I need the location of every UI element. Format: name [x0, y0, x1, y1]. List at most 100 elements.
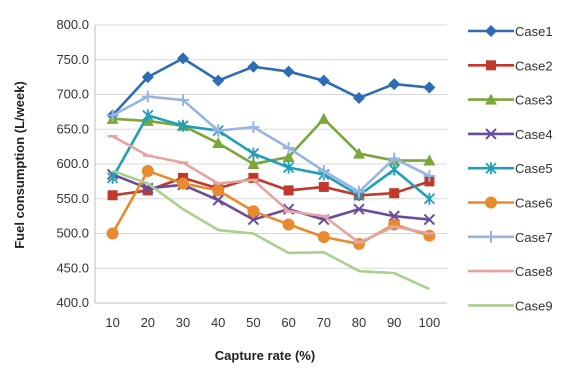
series-layer	[106, 52, 436, 291]
point-case1-90	[388, 78, 401, 91]
y-tick-label-5: 650.0	[56, 121, 89, 136]
point-case7-30	[177, 94, 189, 107]
legend-item-case9: Case9	[468, 298, 553, 313]
legend-marker-case6	[485, 196, 497, 209]
series-line-case9	[112, 169, 430, 291]
y-tick-label-8: 800.0	[56, 17, 89, 32]
y-tick-label-3: 550.0	[56, 191, 89, 206]
x-tick-label-4: 50	[246, 315, 260, 330]
y-tick-labels: 400.0 450.0 500.0 550.0 600.0 650.0 700.0 750.0…	[56, 17, 89, 310]
grid-layer	[95, 24, 447, 304]
series-line-case2	[112, 176, 430, 197]
series-line-case5	[111, 114, 431, 200]
point-case6-60	[282, 218, 295, 231]
legend-item-case3: Case3	[468, 93, 553, 108]
point-case4-80	[353, 203, 365, 215]
legend-marker-case7	[485, 230, 497, 243]
legend-marker-case4	[485, 128, 497, 140]
point-case1-80	[353, 91, 365, 104]
point-case1-100	[423, 81, 436, 94]
legend-item-case1: Case1	[468, 24, 553, 39]
x-axis-title: Capture rate (%)	[215, 348, 315, 363]
point-case7-10	[106, 109, 119, 122]
point-case5-10	[106, 171, 119, 184]
point-case6-30	[177, 177, 189, 190]
legend-marker-case1	[485, 25, 497, 37]
legend-label-case8: Case8	[515, 264, 553, 279]
point-case1-50	[247, 60, 260, 73]
point-case7-60	[282, 142, 295, 155]
point-case7-20	[141, 90, 154, 103]
point-case5-20	[142, 109, 154, 122]
x-tick-labels: 10 20 30 40 50 60 70 80 90 100	[105, 315, 440, 330]
point-case1-70	[317, 74, 330, 87]
point-case5-60	[282, 161, 295, 174]
legend-label-case9: Case9	[515, 298, 553, 313]
point-case3-100	[423, 154, 436, 166]
point-case1-30	[177, 52, 189, 65]
point-case7-70	[317, 164, 330, 177]
y-tick-label-0: 400.0	[56, 295, 89, 310]
series-line-case1	[111, 57, 430, 117]
legend-item-case2: Case2	[468, 58, 553, 73]
legend-marker-case5	[485, 162, 497, 175]
point-case5-50	[247, 147, 260, 160]
point-case5-90	[388, 163, 400, 176]
series-case7	[106, 90, 436, 198]
x-tick-label-1: 20	[141, 315, 155, 330]
y-axis-title: Fuel consumption (L/week)	[12, 81, 27, 249]
legend-item-case8: Case8	[468, 264, 553, 279]
series-case9	[112, 169, 430, 291]
x-tick-label-7: 80	[352, 315, 366, 330]
point-case3-50	[247, 158, 260, 169]
point-case4-90	[388, 210, 400, 222]
point-case5-100	[423, 192, 436, 205]
point-case7-80	[353, 185, 365, 198]
point-case1-60	[282, 65, 295, 78]
point-case3-70	[317, 112, 330, 124]
legend-label-case3: Case3	[515, 93, 553, 108]
legend-label-case1: Case1	[515, 24, 553, 39]
point-case4-50	[247, 213, 260, 226]
series-case6	[106, 164, 436, 250]
point-case4-40	[212, 194, 224, 206]
legend-marker-case3	[485, 93, 497, 105]
y-tick-label-4: 600.0	[56, 156, 89, 171]
x-tick-label-6: 70	[317, 315, 331, 330]
point-case4-100	[423, 213, 436, 226]
series-case1	[106, 52, 436, 122]
y-tick-label-1: 450.0	[56, 260, 89, 275]
legend-label-case5: Case5	[515, 161, 553, 176]
point-case6-70	[317, 230, 330, 243]
point-case1-20	[141, 71, 154, 84]
point-case7-90	[388, 152, 401, 165]
point-case2-10	[107, 190, 118, 201]
y-tick-label-7: 750.0	[56, 52, 89, 67]
point-case6-20	[141, 164, 154, 177]
series-line-case8	[111, 135, 430, 244]
point-case2-90	[389, 188, 400, 199]
legend: Case1 Case2 Case3 Case4 Case5 Case6 Case7 Case8…	[468, 24, 553, 313]
point-case7-40	[212, 124, 225, 137]
point-case5-30	[177, 119, 189, 132]
point-case7-50	[247, 121, 260, 134]
series-case4	[106, 168, 436, 226]
legend-label-case2: Case2	[515, 58, 553, 73]
series-line-case7	[111, 95, 430, 194]
point-case2-70	[318, 181, 329, 192]
legend-label-case4: Case4	[515, 127, 553, 142]
point-case2-50	[248, 172, 259, 183]
point-case3-60	[282, 151, 295, 163]
point-case2-20	[142, 185, 153, 196]
axis-layer	[94, 25, 447, 304]
x-tick-label-9: 100	[419, 315, 441, 330]
x-tick-label-8: 90	[387, 315, 401, 330]
x-tick-label-2: 30	[176, 315, 190, 330]
point-case2-60	[283, 185, 294, 196]
x-tick-label-3: 40	[211, 315, 225, 330]
legend-item-case4: Case4	[468, 127, 553, 142]
series-line-case4	[112, 173, 430, 221]
x-tick-label-0: 10	[105, 315, 119, 330]
point-case6-10	[106, 227, 119, 240]
